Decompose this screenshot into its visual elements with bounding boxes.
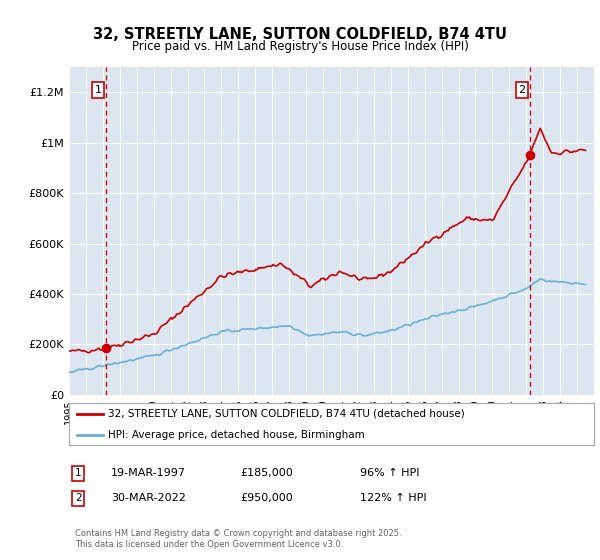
Text: 122% ↑ HPI: 122% ↑ HPI xyxy=(360,493,427,503)
Text: 1: 1 xyxy=(94,85,101,95)
Text: Price paid vs. HM Land Registry's House Price Index (HPI): Price paid vs. HM Land Registry's House … xyxy=(131,40,469,53)
Text: 30-MAR-2022: 30-MAR-2022 xyxy=(111,493,186,503)
Text: 19-MAR-1997: 19-MAR-1997 xyxy=(111,468,186,478)
Text: 2: 2 xyxy=(75,493,82,503)
Text: 32, STREETLY LANE, SUTTON COLDFIELD, B74 4TU: 32, STREETLY LANE, SUTTON COLDFIELD, B74… xyxy=(93,27,507,42)
Text: Contains HM Land Registry data © Crown copyright and database right 2025.
This d: Contains HM Land Registry data © Crown c… xyxy=(75,529,401,549)
Text: £950,000: £950,000 xyxy=(240,493,293,503)
Text: 32, STREETLY LANE, SUTTON COLDFIELD, B74 4TU (detached house): 32, STREETLY LANE, SUTTON COLDFIELD, B74… xyxy=(109,409,465,419)
Text: 2: 2 xyxy=(518,85,526,95)
Text: £185,000: £185,000 xyxy=(240,468,293,478)
Text: HPI: Average price, detached house, Birmingham: HPI: Average price, detached house, Birm… xyxy=(109,430,365,440)
Text: 1: 1 xyxy=(75,468,82,478)
Text: 96% ↑ HPI: 96% ↑ HPI xyxy=(360,468,419,478)
